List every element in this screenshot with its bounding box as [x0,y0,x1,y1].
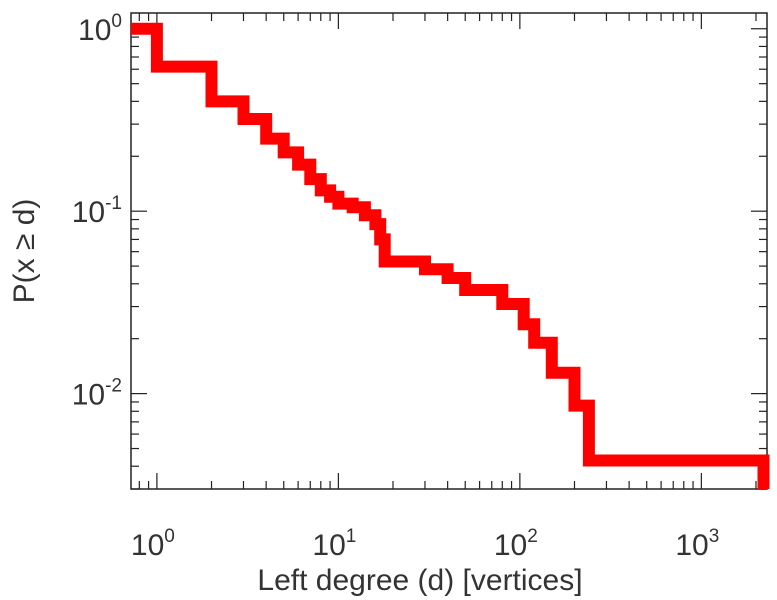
x-tick-label: 103 [675,526,719,562]
y-tick-label: 10-1 [72,193,122,229]
minor-ticks [131,13,767,490]
y-tick-label: 100 [78,11,122,47]
y-tick-label: 10-2 [72,376,122,412]
major-ticks [131,13,767,489]
x-tick-label: 102 [494,526,538,562]
x-tick-labels: 100 101 102 103 [131,526,719,562]
x-tick-label: 101 [312,526,356,562]
x-axis-title: Left degree (d) [vertices] [257,564,582,597]
y-axis-title: P(x ≥ d) [8,199,41,304]
plot-frame [130,12,768,490]
x-tick-label: 100 [131,526,175,562]
series-line [131,22,770,489]
y-tick-labels: 100 10-1 10-2 [72,11,122,412]
